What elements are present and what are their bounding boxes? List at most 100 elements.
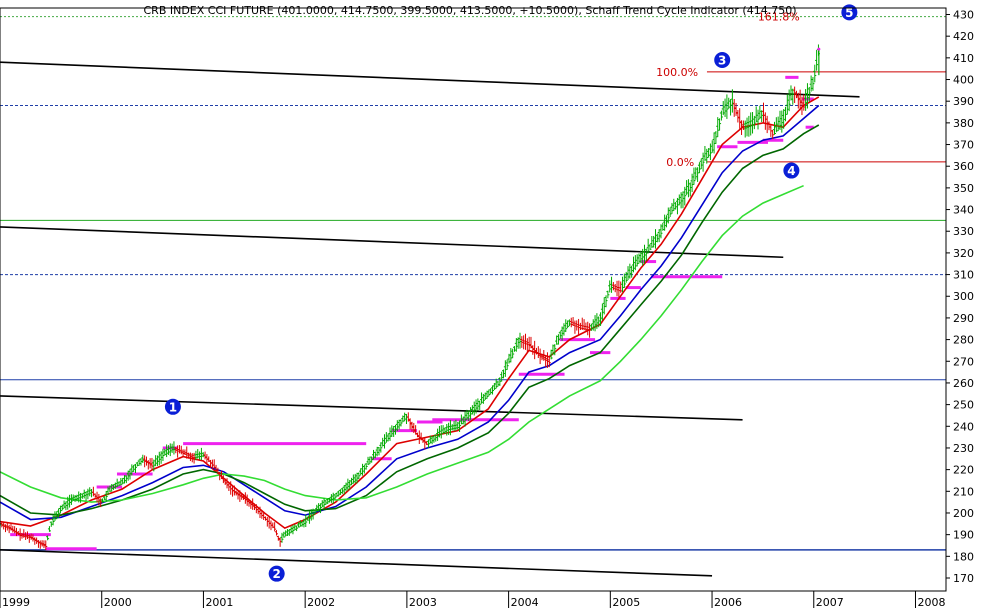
price-bar: [707, 148, 711, 158]
price-bar: [441, 425, 445, 434]
price-bar: [13, 526, 17, 534]
price-bar: [794, 90, 798, 99]
y-tick-label: 400: [953, 74, 974, 87]
price-bar: [36, 540, 40, 548]
wave-marker-4: 4: [783, 162, 800, 179]
price-bar: [84, 491, 88, 501]
price-bar: [600, 303, 604, 321]
price-bar: [298, 520, 302, 527]
price-bar: [135, 461, 139, 467]
price-bar: [597, 316, 601, 328]
price-bar: [635, 254, 639, 267]
wave-marker-label: 3: [718, 54, 726, 68]
price-bar: [752, 115, 756, 130]
price-bar: [439, 425, 443, 439]
price-bar: [274, 530, 278, 536]
price-bar: [397, 419, 401, 430]
price-bar: [322, 498, 326, 509]
x-tick-label: 2000: [104, 596, 132, 608]
price-bar: [304, 514, 308, 527]
price-bar: [677, 194, 681, 206]
price-bar: [141, 454, 145, 464]
y-tick-label: 250: [953, 399, 974, 412]
price-bar: [172, 441, 176, 455]
y-tick-label: 290: [953, 312, 974, 325]
price-bar: [567, 319, 571, 327]
price-bar: [653, 229, 657, 249]
trendline: [0, 395, 743, 421]
x-tick-label: 2005: [612, 596, 640, 608]
y-tick-label: 370: [953, 139, 974, 152]
price-bar: [785, 94, 789, 115]
price-bar: [240, 493, 244, 500]
price-bar: [236, 491, 240, 500]
y-tick-label: 390: [953, 95, 974, 108]
price-bar: [249, 501, 253, 509]
price-bar: [64, 501, 68, 511]
price-bar: [789, 85, 793, 101]
price-bar: [16, 530, 20, 536]
price-bar: [364, 462, 368, 470]
wave-marker-circle: [164, 398, 181, 415]
moving-average-line: [0, 96, 820, 530]
price-bar: [729, 99, 733, 116]
price-bar: [0, 522, 4, 528]
price-bar: [44, 540, 48, 551]
price-bar: [772, 121, 776, 135]
price-bar: [494, 378, 498, 389]
price-bar: [639, 250, 643, 264]
wave-marker-2: 2: [268, 565, 285, 582]
price-bar: [326, 498, 330, 505]
price-bar: [199, 447, 203, 461]
price-bar: [696, 167, 700, 182]
y-tick-label: 340: [953, 204, 974, 217]
price-bar: [760, 110, 764, 123]
wave-marker-label: 1: [169, 400, 177, 414]
price-bar: [311, 508, 315, 520]
price-bar: [47, 526, 51, 532]
price-bar: [238, 490, 242, 502]
price-bar: [282, 531, 286, 538]
price-bar: [593, 315, 597, 332]
price-bar: [309, 509, 313, 521]
price-bar: [547, 355, 551, 368]
price-bar: [101, 498, 105, 503]
price-bar: [697, 162, 701, 174]
price-bar: [573, 320, 577, 334]
price-bar: [481, 393, 485, 404]
price-bar: [782, 109, 786, 129]
price-bar: [251, 498, 255, 510]
price-bar: [137, 459, 141, 466]
price-bar: [188, 452, 192, 462]
price-bar: [694, 167, 698, 180]
price-bar: [362, 464, 366, 474]
x-tick-label: 2003: [409, 596, 437, 608]
price-bar: [307, 511, 311, 524]
trendline: [0, 226, 784, 259]
price-bar: [183, 449, 187, 455]
price-bar: [278, 537, 282, 547]
price-bar: [306, 516, 310, 521]
price-bar: [368, 456, 372, 465]
price-bar: [395, 420, 399, 432]
price-bar: [318, 503, 322, 514]
price-bar: [613, 284, 617, 293]
wave-marker-label: 5: [845, 6, 853, 20]
price-bar: [699, 158, 703, 170]
price-bar: [538, 348, 542, 365]
price-bar: [386, 433, 390, 442]
price-bar: [500, 371, 504, 382]
price-bar: [333, 493, 337, 500]
price-bar: [633, 255, 637, 271]
price-bar: [155, 455, 159, 466]
y-tick-label: 330: [953, 225, 974, 238]
price-bar: [315, 504, 319, 512]
price-bar: [630, 265, 634, 278]
price-bar: [556, 334, 560, 345]
price-bar: [503, 360, 507, 377]
price-bar: [544, 355, 548, 368]
price-bar: [117, 481, 121, 486]
price-bar: [751, 112, 755, 134]
price-bar: [436, 428, 440, 441]
price-bar: [284, 530, 288, 537]
